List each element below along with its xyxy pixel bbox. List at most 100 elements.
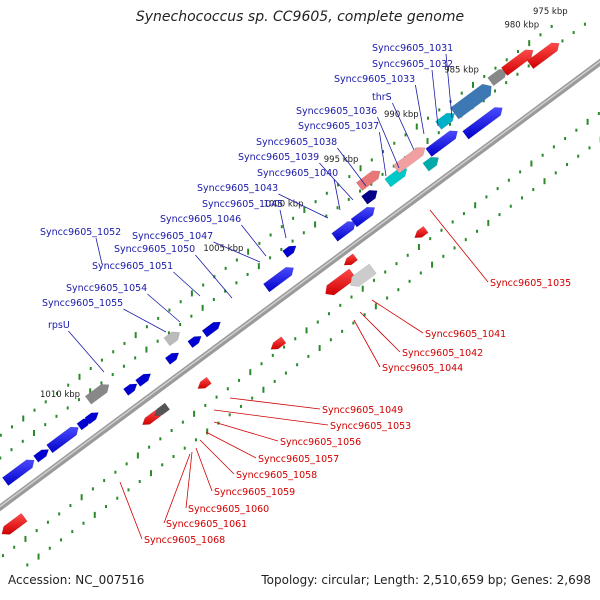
gene-features-layer (1, 42, 560, 535)
forward-gene-label[interactable]: Syncc9605_1051 (92, 261, 173, 272)
forward-gene-leader (213, 241, 261, 263)
forward-gene-label[interactable]: Syncc9605_1036 (296, 106, 377, 117)
forward-gene-arrow[interactable] (350, 206, 376, 228)
reverse-gene-label[interactable]: Syncc9605_1060 (188, 504, 269, 515)
tick-dot (190, 314, 193, 318)
reverse-gene-arrow[interactable] (197, 376, 212, 389)
tick-dot (586, 118, 589, 125)
forward-gene-arrow[interactable] (422, 156, 439, 172)
forward-gene-arrow[interactable] (187, 335, 202, 349)
forward-gene-label[interactable]: rpsU (48, 320, 70, 331)
tick-dot (352, 321, 355, 325)
forward-gene-arrow[interactable] (500, 49, 534, 76)
forward-gene-label[interactable]: Syncc9605_1052 (40, 227, 121, 238)
reverse-gene-arrow[interactable] (325, 268, 357, 296)
genome-backbone-highlight (0, 60, 600, 508)
tick-dot (22, 415, 25, 422)
forward-gene-arrow[interactable] (435, 112, 455, 130)
tick-dot (543, 178, 546, 185)
reverse-gene-arrow[interactable] (270, 336, 287, 350)
tick-dot (228, 413, 231, 417)
tick-dot (67, 383, 70, 387)
tick-dot (348, 175, 351, 179)
tick-dot (44, 423, 47, 427)
reverse-gene-arrow[interactable] (154, 402, 171, 417)
reverse-gene-label[interactable]: Syncc9605_1059 (214, 487, 295, 498)
forward-gene-arrow[interactable] (201, 321, 221, 338)
reverse-gene-label[interactable]: Syncc9605_1042 (402, 348, 483, 359)
forward-gene-arrow[interactable] (263, 267, 294, 293)
reverse-gene-label[interactable]: Syncc9605_1061 (166, 519, 247, 530)
forward-gene-arrow[interactable] (384, 168, 408, 188)
reverse-gene-label[interactable]: Syncc9605_1049 (322, 405, 403, 416)
tick-dot (58, 512, 61, 516)
forward-gene-label[interactable]: Syncc9605_1043 (197, 183, 278, 194)
forward-gene-label[interactable]: Syncc9605_1046 (160, 214, 241, 225)
forward-gene-label[interactable]: Syncc9605_1031 (372, 43, 453, 54)
forward-gene-arrow[interactable] (84, 412, 99, 425)
forward-gene-arrow[interactable] (163, 331, 181, 347)
forward-gene-label[interactable]: Syncc9605_1040 (257, 168, 338, 179)
forward-gene-arrow[interactable] (123, 383, 138, 396)
tick-dot (565, 163, 568, 167)
reverse-gene-label[interactable]: Syncc9605_1041 (425, 329, 506, 340)
reverse-gene-label[interactable]: Syncc9605_1053 (330, 421, 411, 432)
forward-gene-label[interactable]: Syncc9605_1033 (334, 74, 415, 85)
forward-gene-arrow[interactable] (462, 107, 503, 140)
reverse-gene-label[interactable]: Syncc9605_1057 (258, 454, 339, 465)
tick-dot (381, 172, 384, 176)
forward-gene-arrow[interactable] (449, 83, 492, 120)
forward-gene-label[interactable]: Syncc9605_1032 (372, 59, 453, 70)
forward-gene-arrow[interactable] (355, 170, 381, 192)
reverse-gene-label[interactable]: Syncc9605_1056 (280, 437, 361, 448)
tick-dot (170, 428, 173, 432)
forward-gene-label[interactable]: Syncc9605_1039 (238, 152, 319, 163)
forward-gene-arrow[interactable] (33, 449, 50, 463)
tick-dot (527, 64, 530, 68)
tick-dot (302, 231, 305, 235)
forward-gene-arrow[interactable] (425, 130, 458, 157)
forward-gene-arrow[interactable] (331, 221, 356, 242)
forward-gene-arrow[interactable] (487, 69, 507, 87)
forward-gene-label[interactable]: Syncc9605_1055 (42, 298, 123, 309)
reverse-gene-arrow[interactable] (350, 263, 377, 287)
forward-gene-label[interactable]: Syncc9605_1050 (114, 244, 195, 255)
forward-gene-arrow[interactable] (392, 147, 426, 174)
tick-dot (328, 312, 331, 316)
forward-gene-leader (392, 102, 415, 151)
kbp-label: 1005 kbp (203, 244, 243, 254)
reverse-gene-label[interactable]: Syncc9605_1068 (144, 535, 225, 546)
tick-dot (33, 408, 36, 412)
tick-dot (111, 373, 114, 377)
reverse-gene-label[interactable]: Syncc9605_1058 (236, 470, 317, 481)
reverse-gene-arrow[interactable] (414, 225, 429, 239)
tick-dot (91, 487, 94, 491)
tick-dots-layer (0, 22, 600, 567)
forward-gene-arrow[interactable] (526, 42, 560, 70)
forward-gene-arrow[interactable] (282, 245, 297, 258)
kbp-label: 980 kbp (504, 21, 539, 31)
forward-gene-label[interactable]: Syncc9605_1047 (132, 231, 213, 242)
forward-gene-label[interactable]: Syncc9605_1038 (256, 137, 337, 148)
reverse-gene-label[interactable]: Syncc9605_1044 (382, 363, 463, 374)
reverse-gene-leader (195, 447, 213, 492)
forward-gene-label[interactable]: Syncc9605_1037 (298, 121, 379, 132)
tick-dot (483, 75, 486, 79)
forward-gene-arrow[interactable] (2, 459, 35, 486)
forward-gene-arrow[interactable] (361, 190, 378, 205)
forward-gene-arrow[interactable] (84, 384, 110, 405)
tick-dot (384, 270, 387, 274)
forward-gene-label[interactable]: Syncc9605_1054 (66, 283, 147, 294)
reverse-gene-arrow[interactable] (1, 512, 28, 535)
reverse-gene-label[interactable]: Syncc9605_1035 (490, 278, 571, 289)
reverse-gene-arrow[interactable] (343, 253, 359, 266)
forward-gene-label[interactable]: Syncc9605_1045 (202, 199, 283, 210)
forward-gene-label[interactable]: thrS (372, 92, 392, 103)
forward-gene-arrow[interactable] (164, 352, 180, 365)
tick-dot (80, 494, 83, 501)
tick-dot (408, 279, 411, 283)
forward-gene-arrow[interactable] (135, 373, 152, 387)
tick-dot (0, 433, 2, 437)
tick-dot (291, 239, 294, 243)
forward-gene-arrow[interactable] (46, 426, 79, 454)
